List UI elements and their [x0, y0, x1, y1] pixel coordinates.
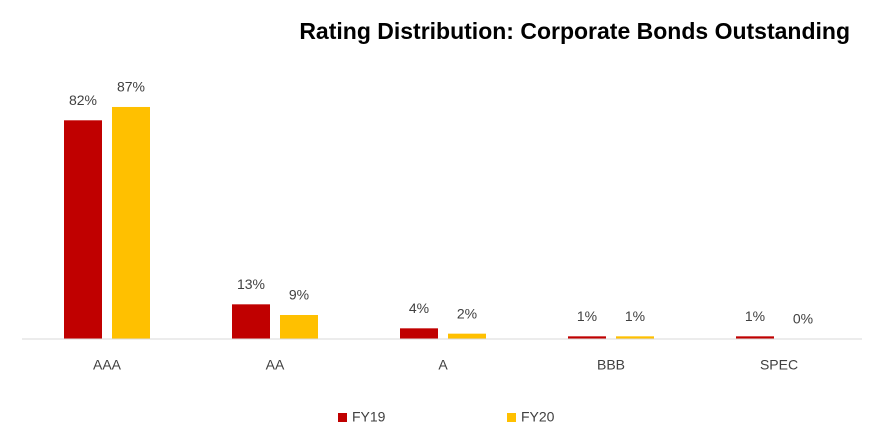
x-tick-label: AAA: [93, 357, 122, 373]
data-label: 9%: [289, 287, 309, 303]
data-label: 1%: [745, 308, 765, 324]
legend-label: FY20: [521, 409, 555, 425]
bar: [280, 314, 318, 339]
bar: [448, 333, 486, 339]
bar: [64, 120, 102, 339]
legend-swatch: [338, 413, 347, 422]
data-label: 2%: [457, 305, 477, 321]
bar: [568, 336, 606, 339]
x-tick-label: BBB: [597, 357, 625, 373]
data-label: 1%: [577, 308, 597, 324]
data-label: 13%: [237, 276, 265, 292]
data-label: 1%: [625, 308, 645, 324]
bar: [232, 304, 270, 339]
x-tick-label: AA: [266, 357, 285, 373]
bar: [400, 328, 438, 339]
legend-swatch: [507, 413, 516, 422]
data-label: 0%: [793, 311, 813, 327]
bar: [616, 336, 654, 339]
bar: [112, 106, 150, 339]
legend-label: FY19: [352, 409, 386, 425]
data-label: 4%: [409, 300, 429, 316]
bar: [736, 336, 774, 339]
chart-title: Rating Distribution: Corporate Bonds Out…: [299, 18, 850, 44]
x-tick-label: SPEC: [760, 357, 798, 373]
x-tick-label: A: [438, 357, 448, 373]
data-label: 82%: [69, 92, 97, 108]
data-label: 87%: [117, 79, 145, 95]
